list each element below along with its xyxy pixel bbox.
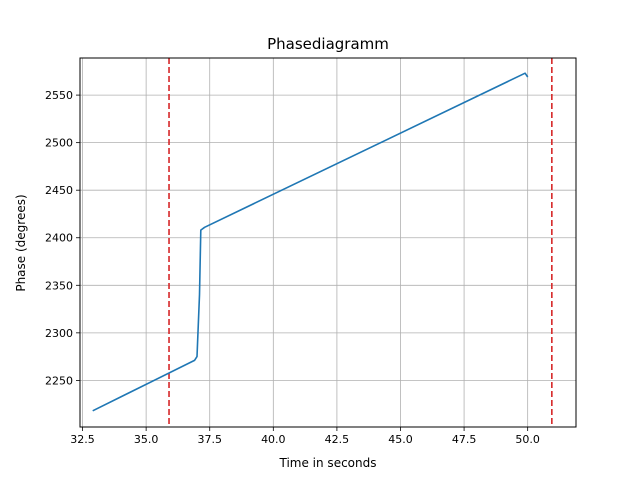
grid [80,58,576,427]
y-axis-label: Phase (degrees) [14,194,28,291]
y-tick-label: 2550 [45,89,73,102]
x-axis-ticks: 32.5 35.0 37.5 40.0 42.5 45.0 47.5 50.0 [70,427,540,446]
reference-lines [168,58,553,427]
y-tick-label: 2500 [45,137,73,150]
chart-title: Phasediagramm [267,35,389,53]
x-tick-label: 40.0 [261,433,286,446]
x-axis-label: Time in seconds [279,456,377,470]
y-tick-label: 2350 [45,279,73,292]
x-tick-label: 47.5 [452,433,477,446]
x-tick-label: 35.0 [134,433,159,446]
y-tick-label: 2450 [45,184,73,197]
x-tick-label: 32.5 [70,433,95,446]
series-layer [92,72,529,412]
x-tick-label: 50.0 [515,433,540,446]
x-tick-label: 42.5 [325,433,350,446]
plot-frame [79,57,577,428]
phase-series-line [92,72,529,412]
y-tick-label: 2300 [45,327,73,340]
x-tick-label: 45.0 [388,433,413,446]
y-axis-ticks: 2250 2300 2350 2400 2450 2500 2550 [45,89,80,387]
y-tick-label: 2250 [45,374,73,387]
x-tick-label: 37.5 [197,433,222,446]
y-tick-label: 2400 [45,232,73,245]
